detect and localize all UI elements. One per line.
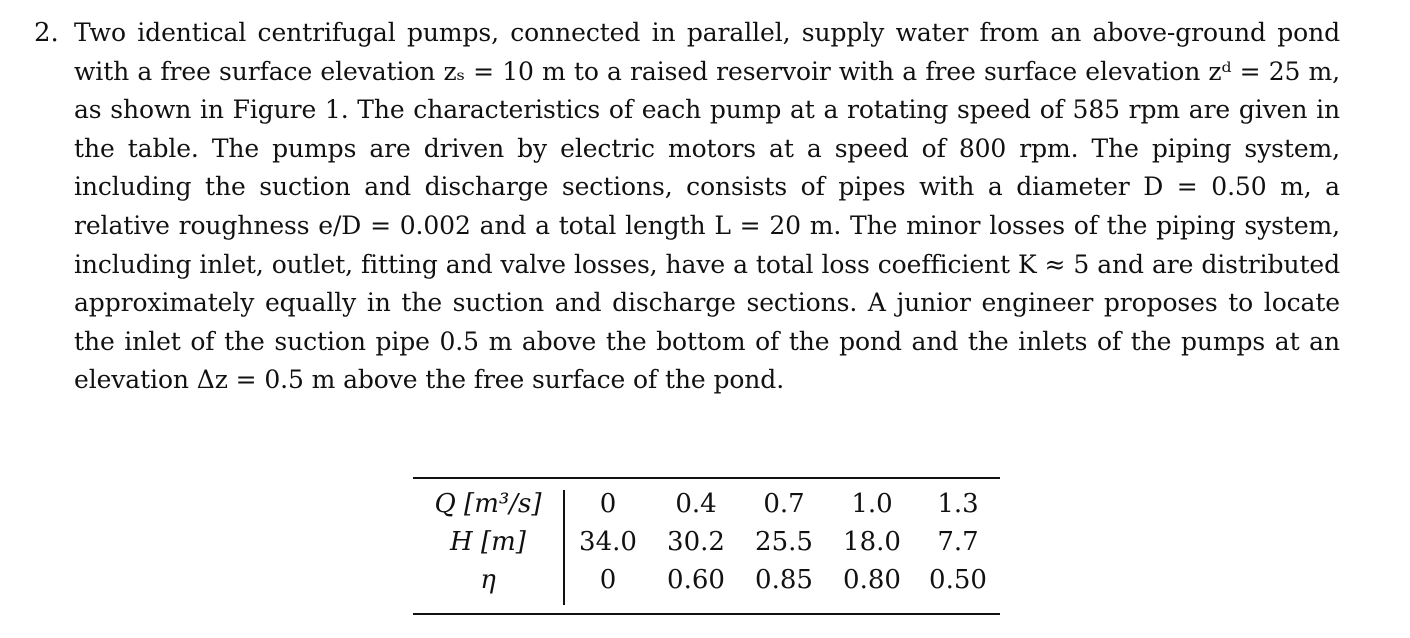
problem-text: Two identical centrifugal pumps, connect… bbox=[74, 18, 1340, 395]
table-vertical-rule bbox=[563, 490, 565, 605]
table-cell: 0.7 bbox=[763, 489, 805, 519]
table-row-efficiency: η 0 0.60 0.85 0.80 0.50 bbox=[413, 565, 1000, 603]
table-cell: 7.7 bbox=[937, 527, 979, 557]
table-cell: 0.50 bbox=[929, 565, 987, 595]
table-cell: 30.2 bbox=[667, 527, 725, 557]
row-label-flow-rate: Q [m³/s] bbox=[434, 489, 542, 519]
row-label-head: H [m] bbox=[450, 527, 526, 557]
table-cell: 0.85 bbox=[755, 565, 813, 595]
table-cell: 0.80 bbox=[843, 565, 901, 595]
table-cell: 1.0 bbox=[851, 489, 893, 519]
problem-number: 2. bbox=[34, 18, 59, 48]
table-cell: 25.5 bbox=[755, 527, 813, 557]
table-cell: 18.0 bbox=[843, 527, 901, 557]
table-cell: 34.0 bbox=[579, 527, 637, 557]
table-cell: 1.3 bbox=[937, 489, 979, 519]
table-row-head: H [m] 34.0 30.2 25.5 18.0 7.7 bbox=[413, 527, 1000, 565]
table-cell: 0 bbox=[599, 565, 617, 595]
table-row-flow-rate: Q [m³/s] 0 0.4 0.7 1.0 1.3 bbox=[413, 489, 1000, 527]
table-cell: 0.4 bbox=[675, 489, 717, 519]
table-cell: 0 bbox=[599, 489, 617, 519]
pump-characteristics-table: Q [m³/s] 0 0.4 0.7 1.0 1.3 H [m] 34.0 30… bbox=[413, 477, 1000, 615]
problem-statement: 2. Two identical centrifugal pumps, conn… bbox=[34, 14, 1340, 400]
table-cell: 0.60 bbox=[667, 565, 725, 595]
row-label-efficiency: η bbox=[480, 565, 496, 595]
